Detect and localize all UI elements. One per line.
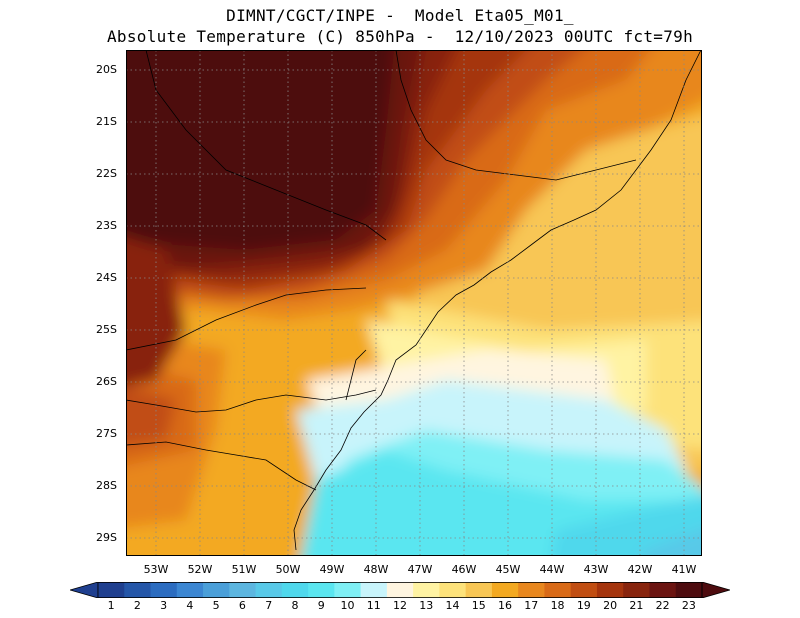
colorbar-tick-label: 20 [603, 599, 618, 612]
colorbar-swatch [360, 582, 388, 598]
colorbar-swatch [465, 582, 493, 598]
colorbar-swatch [386, 582, 414, 598]
colorbar-tick-label: 15 [471, 599, 486, 612]
colorbar-tick-label: 21 [629, 599, 644, 612]
colorbar-swatch [649, 582, 677, 598]
colorbar-swatch [281, 582, 309, 598]
colorbar-tick-label: 9 [317, 599, 325, 612]
colorbar-tick-label: 3 [160, 599, 168, 612]
lon-label: 51W [231, 563, 257, 576]
colorbar-swatch [255, 582, 283, 598]
colorbar-swatch [203, 582, 230, 598]
colorbar-swatch [544, 582, 572, 598]
colorbar-swatch [491, 582, 519, 598]
colorbar-arrow-high [701, 582, 730, 598]
colorbar-tick-label: 10 [340, 599, 355, 612]
map-title-line1: DIMNT/CGCT/INPE - Model Eta05_M01_ [226, 6, 574, 25]
lon-label: 45W [495, 563, 521, 576]
lon-label: 48W [363, 563, 389, 576]
colorbar-swatch [98, 582, 125, 598]
lat-label: 28S [96, 479, 117, 492]
colorbar-tick-label: 4 [186, 599, 194, 612]
colorbar-tick-label: 23 [681, 599, 696, 612]
colorbar [70, 582, 730, 598]
colorbar-swatch [675, 582, 703, 598]
lat-label: 24S [96, 271, 117, 284]
colorbar-swatch [570, 582, 598, 598]
colorbar-tick-label: 6 [238, 599, 246, 612]
lat-label: 21S [96, 115, 117, 128]
colorbar-swatch [334, 582, 362, 598]
lon-label: 44W [539, 563, 565, 576]
lat-label: 27S [96, 427, 117, 440]
lon-label: 41W [671, 563, 697, 576]
lat-label: 20S [96, 63, 117, 76]
colorbar-tick-label: 11 [366, 599, 381, 612]
lat-label: 23S [96, 219, 117, 232]
lat-label: 22S [96, 167, 117, 180]
coastlines-borders [126, 50, 702, 551]
colorbar-swatch [308, 582, 335, 598]
colorbar-swatch [124, 582, 152, 598]
colorbar-tick-label: 8 [291, 599, 299, 612]
map-title-line2: Absolute Temperature (C) 850hPa - 12/10/… [106, 27, 694, 46]
colorbar-tick-label: 16 [498, 599, 513, 612]
colorbar-swatch [439, 582, 467, 598]
colorbar-tick-label: 12 [393, 599, 407, 612]
lon-label: 53W [143, 563, 169, 576]
colorbar-swatch [229, 582, 257, 598]
lon-label: 42W [627, 563, 653, 576]
lon-label: 46W [451, 563, 477, 576]
colorbar-tick-label: 1 [107, 599, 115, 612]
colorbar-tick-label: 18 [550, 599, 565, 612]
lon-label: 43W [583, 563, 609, 576]
lon-label: 52W [187, 563, 213, 576]
colorbar-tick-label: 14 [445, 599, 460, 612]
colorbar-swatch [176, 582, 204, 598]
colorbar-tick-label: 17 [524, 599, 539, 612]
colorbar-swatch [623, 582, 650, 598]
lon-label: 47W [407, 563, 433, 576]
colorbar-tick-label: 7 [265, 599, 273, 612]
lat-label: 29S [96, 531, 117, 544]
lon-label: 50W [275, 563, 301, 576]
lat-label: 26S [96, 375, 117, 388]
colorbar-tick-label: 13 [419, 599, 434, 612]
colorbar-swatch [518, 582, 545, 598]
lon-label: 49W [319, 563, 345, 576]
colorbar-arrow-low [70, 582, 99, 598]
graticule [126, 50, 702, 556]
colorbar-tick-label: 2 [133, 599, 141, 612]
colorbar-tick-label: 19 [576, 599, 591, 612]
colorbar-swatch [596, 582, 624, 598]
colorbar-tick-label: 5 [212, 599, 220, 612]
colorbar-swatch [413, 582, 440, 598]
colorbar-swatch [150, 582, 178, 598]
temperature-field [126, 50, 702, 556]
colorbar-tick-label: 22 [655, 599, 670, 612]
lat-label: 25S [96, 323, 117, 336]
temperature-map [126, 50, 702, 556]
